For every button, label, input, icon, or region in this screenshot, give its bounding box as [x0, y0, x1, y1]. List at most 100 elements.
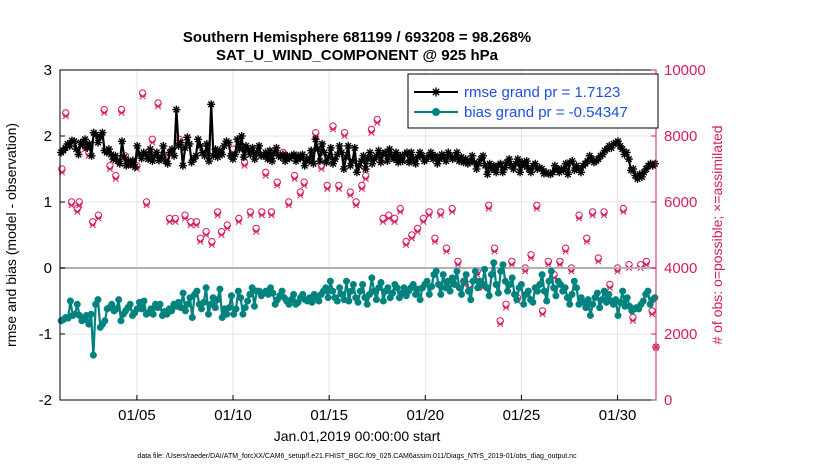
bias-point	[520, 300, 528, 308]
star-stroke	[412, 160, 419, 168]
star-stroke	[244, 147, 252, 154]
bias-point	[216, 285, 224, 293]
rmse-point	[200, 151, 209, 160]
star-stroke	[442, 157, 450, 165]
bias-point	[499, 261, 507, 269]
obs-possible-point	[358, 181, 366, 190]
obs-assimilated-point	[341, 132, 348, 140]
x-tick-label: 01/30	[599, 407, 637, 424]
rmse-point	[233, 135, 242, 144]
bias-point	[563, 294, 571, 302]
x-axis: 01/05 01/10 01/15 01/20 01/25 01/30	[118, 395, 636, 424]
bias-point	[619, 287, 627, 295]
obs-assimilated-point	[95, 215, 102, 222]
bias-point	[614, 312, 622, 320]
obs-possible-point	[502, 300, 510, 308]
star-stroke	[516, 168, 524, 176]
obs-assimilated-point	[274, 182, 281, 189]
star-stroke	[344, 142, 352, 150]
bias-point	[389, 289, 397, 297]
star-stroke	[381, 149, 389, 156]
rmse-point	[398, 157, 407, 166]
rmse-point	[85, 139, 94, 148]
obs-assimilated-point	[629, 317, 637, 324]
star-stroke	[218, 151, 226, 158]
obs-possible-point	[425, 208, 433, 216]
bias-point	[66, 297, 74, 305]
star-stroke	[453, 149, 461, 156]
star-stroke	[88, 152, 95, 160]
rmse-point	[389, 155, 398, 164]
rmse-point	[191, 151, 200, 160]
star-stroke	[444, 149, 452, 156]
rmse-point	[431, 151, 440, 160]
bias-point	[494, 289, 502, 297]
star-stroke	[125, 157, 132, 165]
rmse-point	[359, 151, 368, 160]
obs-assimilated-point	[575, 215, 583, 222]
obs-assimilated-point	[414, 228, 421, 235]
star-stroke	[336, 142, 343, 150]
obs-possible-point	[490, 244, 499, 252]
rmse-point	[361, 165, 370, 173]
x-tick-label: 01/05	[118, 407, 156, 424]
obs-possible-point	[148, 135, 156, 144]
star-stroke	[525, 165, 533, 173]
bias-point	[214, 296, 222, 304]
star-stroke	[144, 155, 152, 163]
bias-point	[451, 281, 459, 288]
obs-assimilated-point	[324, 185, 331, 192]
star-stroke	[568, 157, 576, 165]
y-tick-label: -2	[39, 392, 52, 409]
obs-assimilated-point	[106, 165, 114, 173]
bias-point	[513, 296, 521, 304]
star-stroke	[75, 151, 82, 158]
obs-possible-point	[340, 129, 349, 137]
star-stroke	[316, 157, 324, 165]
rmse-point	[650, 159, 659, 168]
rmse-point	[516, 168, 525, 177]
bias-point	[600, 287, 608, 295]
bias-point	[112, 305, 120, 313]
obs-possible-point	[533, 201, 541, 210]
bias-point	[533, 287, 541, 295]
rmse-point	[172, 105, 181, 114]
obs-assimilated-point	[218, 231, 225, 239]
bias-point	[186, 294, 194, 302]
obs-assimilated-point	[545, 261, 552, 268]
rmse-point	[205, 157, 213, 166]
star-stroke	[551, 162, 559, 170]
bias-point	[517, 281, 525, 288]
obs-assimilated-point	[181, 215, 189, 222]
bias-point	[89, 351, 97, 359]
star-stroke	[238, 132, 245, 140]
obs-possible-point	[73, 204, 82, 213]
obs-assimilated-point	[149, 139, 156, 146]
star-stroke	[112, 152, 119, 160]
obs-possible-point	[619, 204, 628, 213]
rmse-point	[335, 141, 344, 150]
bias-point	[545, 277, 553, 285]
obs-assimilated-point	[252, 228, 260, 235]
star-stroke	[105, 145, 113, 153]
obs-assimilated-point	[397, 208, 404, 216]
obs-possible-point	[390, 214, 399, 223]
star-stroke	[416, 149, 424, 156]
obs-possible-point	[258, 208, 266, 216]
rmse-point	[352, 168, 361, 177]
rmse-point	[522, 157, 531, 166]
obs-assimilated-point	[485, 205, 492, 212]
legend-rmse-label: rmse grand pr = 1.7123	[464, 84, 620, 101]
star-stroke	[207, 100, 215, 108]
bias-point	[200, 298, 208, 306]
bias-point	[354, 298, 362, 306]
bias-point	[168, 307, 176, 315]
obs-assimilated-point	[139, 93, 146, 100]
obs-possible-point	[594, 254, 603, 262]
obs-possible-point	[240, 158, 249, 167]
bias-point	[193, 287, 201, 295]
rmse-point	[513, 155, 522, 164]
bias-point	[101, 317, 109, 325]
rmse-point	[178, 161, 187, 170]
